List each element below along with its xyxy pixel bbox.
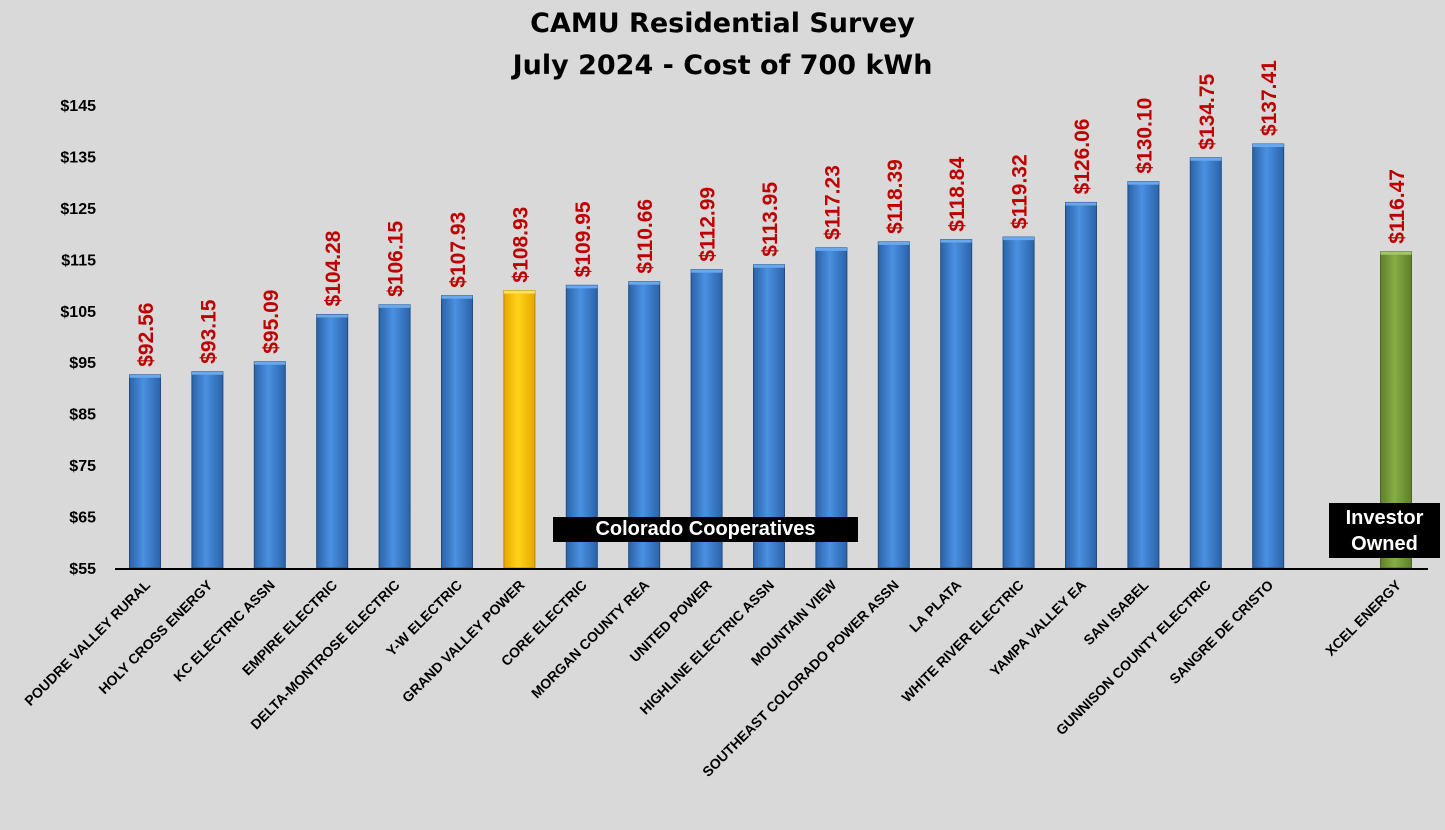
y-axis: $145 $135 $125 $115 $105 $95 $85 $75 $65 $55 — [60, 98, 96, 578]
value-label: $104.28 — [322, 230, 345, 306]
y-tick-label: $145 — [60, 98, 96, 115]
bar-cap — [379, 304, 411, 308]
value-label: $93.15 — [197, 299, 220, 364]
value-label: $116.47 — [1386, 169, 1409, 244]
bar-cap — [878, 241, 910, 245]
bar — [1127, 181, 1160, 569]
bar — [129, 374, 161, 569]
value-labels: $92.56 $93.15 $95.09 $104.28 $106.15 $107.93 $… — [135, 60, 1409, 367]
y-tick-label: $55 — [69, 561, 96, 578]
bar-cap — [1190, 157, 1222, 161]
value-label: $126.06 — [1071, 119, 1094, 195]
value-label: $95.09 — [260, 290, 283, 354]
category-label: KC ELECTRIC ASSN — [170, 577, 278, 685]
investor-label-line1: Investor — [1345, 507, 1424, 529]
bar-cap — [129, 374, 161, 378]
bar-cap — [441, 295, 473, 299]
bar — [1189, 157, 1222, 569]
y-tick-label: $105 — [60, 304, 96, 321]
bar — [940, 239, 973, 569]
y-tick-label: $135 — [60, 149, 96, 166]
bar-cap — [191, 371, 223, 375]
category-label: HIGHLINE ELECTRIC ASSN — [636, 577, 777, 718]
value-label: $110.66 — [634, 199, 657, 274]
value-label: $108.93 — [509, 207, 532, 283]
bars — [129, 143, 1412, 569]
category-label: GRAND VALLEY POWER — [399, 577, 528, 706]
y-tick-label: $95 — [69, 355, 96, 372]
bar — [253, 361, 286, 569]
category-label: WHITE RIVER ELECTRIC — [898, 577, 1026, 705]
value-label: $137.41 — [1258, 60, 1281, 136]
bar-cap — [691, 269, 723, 273]
value-label: $117.23 — [821, 165, 844, 240]
category-label: XCEL ENERGY — [1322, 576, 1405, 659]
bar — [815, 247, 848, 569]
y-tick-label: $65 — [69, 510, 96, 527]
bar — [1252, 143, 1285, 569]
value-label: $107.93 — [447, 212, 470, 288]
bar — [441, 295, 473, 569]
value-label: $106.15 — [385, 221, 408, 297]
y-tick-label: $75 — [69, 458, 96, 475]
bar — [316, 313, 349, 569]
bar-cap — [1380, 251, 1412, 255]
value-label: $109.95 — [572, 201, 595, 277]
bar-cap — [1065, 202, 1097, 206]
value-label: $113.95 — [759, 182, 782, 257]
investor-label-line2: Owned — [1351, 533, 1418, 555]
bar — [503, 290, 536, 569]
bar-cap — [316, 314, 348, 318]
y-tick-label: $115 — [61, 252, 96, 269]
chart-title: CAMU Residential Survey — [530, 8, 915, 39]
y-tick-label: $125 — [60, 201, 96, 218]
bar-cap — [566, 285, 598, 289]
category-label: LA PLATA — [906, 577, 964, 635]
investor-owned-group-label: Investor Owned — [1329, 503, 1440, 558]
bar-cap — [628, 281, 660, 285]
y-tick-label: $85 — [69, 407, 96, 424]
bar — [378, 304, 411, 569]
category-label: SANGRE DE CRISTO — [1166, 577, 1276, 687]
value-label: $130.10 — [1133, 98, 1156, 174]
cooperatives-group-label: Colorado Cooperatives — [553, 517, 858, 542]
bar-cap — [815, 247, 847, 251]
value-label: $118.39 — [884, 159, 907, 234]
bar — [1065, 201, 1097, 569]
value-label: $134.75 — [1196, 74, 1219, 150]
bar-cap — [503, 290, 535, 294]
bar-cap — [254, 361, 286, 365]
category-label: MORGAN COUNTY REA — [528, 577, 652, 701]
bar-cap — [1003, 237, 1035, 241]
bar-cap — [940, 239, 972, 243]
bar — [877, 241, 910, 569]
category-label: POUDRE VALLEY RURAL — [21, 576, 153, 708]
bar-cap — [1127, 181, 1159, 185]
bar-cap — [1252, 144, 1284, 148]
bar-cap — [753, 264, 785, 268]
value-label: $118.84 — [946, 157, 969, 232]
category-label: HOLY CROSS ENERGY — [95, 576, 216, 697]
value-label: $112.99 — [697, 187, 720, 262]
bar — [1002, 236, 1035, 569]
value-label: $119.32 — [1009, 154, 1032, 229]
value-label: $92.56 — [135, 303, 158, 367]
chart-subtitle: July 2024 - Cost of 700 kWh — [512, 50, 933, 81]
bar — [191, 371, 224, 569]
